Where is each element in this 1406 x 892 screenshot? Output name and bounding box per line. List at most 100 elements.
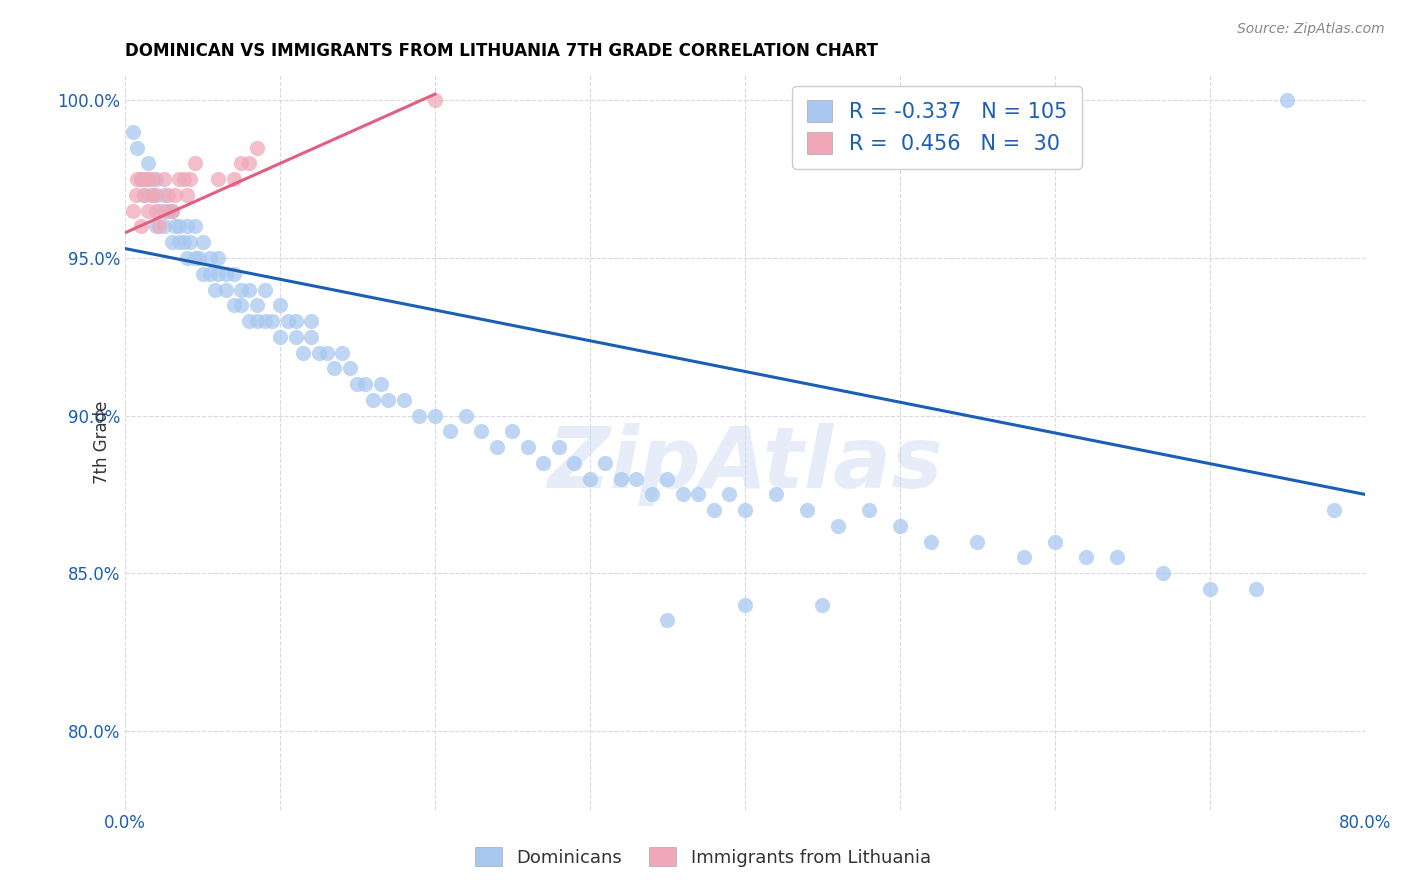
Point	[148, 219, 170, 234]
Point	[610, 472, 633, 486]
Point	[718, 487, 741, 501]
Point	[501, 425, 523, 439]
Point	[136, 203, 159, 218]
Point	[127, 172, 149, 186]
Point	[299, 330, 322, 344]
Point	[231, 298, 253, 312]
Point	[145, 219, 167, 234]
Point	[200, 267, 222, 281]
Point	[169, 172, 191, 186]
Point	[308, 345, 330, 359]
Point	[269, 330, 291, 344]
Point	[470, 425, 492, 439]
Point	[142, 172, 165, 186]
Point	[811, 598, 834, 612]
Point	[184, 251, 207, 265]
Point	[626, 472, 648, 486]
Point	[121, 203, 143, 218]
Point	[191, 267, 214, 281]
Point	[439, 425, 461, 439]
Point	[200, 251, 222, 265]
Point	[152, 188, 174, 202]
Point	[132, 188, 155, 202]
Point	[160, 203, 183, 218]
Point	[145, 172, 167, 186]
Point	[323, 361, 346, 376]
Point	[163, 188, 186, 202]
Point	[207, 251, 229, 265]
Point	[222, 267, 245, 281]
Point	[796, 503, 818, 517]
Point	[595, 456, 617, 470]
Point	[889, 519, 911, 533]
Point	[157, 188, 180, 202]
Point	[339, 361, 361, 376]
Point	[269, 298, 291, 312]
Point	[827, 519, 849, 533]
Point	[246, 141, 269, 155]
Point	[136, 172, 159, 186]
Point	[315, 345, 337, 359]
Point	[564, 456, 586, 470]
Point	[129, 219, 152, 234]
Point	[346, 377, 368, 392]
Point	[408, 409, 430, 423]
Point	[176, 219, 198, 234]
Point	[765, 487, 787, 501]
Text: Source: ZipAtlas.com: Source: ZipAtlas.com	[1237, 22, 1385, 37]
Point	[657, 614, 679, 628]
Point	[734, 503, 756, 517]
Point	[163, 219, 186, 234]
Point	[1277, 94, 1299, 108]
Point	[132, 188, 155, 202]
Point	[277, 314, 299, 328]
Point	[253, 283, 276, 297]
Point	[703, 503, 725, 517]
Point	[370, 377, 392, 392]
Point	[222, 172, 245, 186]
Point	[204, 283, 226, 297]
Point	[1074, 550, 1097, 565]
Point	[141, 188, 163, 202]
Point	[533, 456, 555, 470]
Point	[672, 487, 695, 501]
Point	[579, 472, 602, 486]
Point	[1152, 566, 1174, 581]
Point	[188, 251, 211, 265]
Point	[152, 219, 174, 234]
Point	[734, 598, 756, 612]
Point	[299, 314, 322, 328]
Point	[392, 392, 415, 407]
Point	[145, 203, 167, 218]
Point	[231, 156, 253, 170]
Point	[361, 392, 384, 407]
Point	[238, 156, 260, 170]
Point	[179, 172, 201, 186]
Point	[160, 235, 183, 250]
Legend: R = -0.337   N = 105, R =  0.456   N =  30: R = -0.337 N = 105, R = 0.456 N = 30	[793, 86, 1081, 169]
Point	[173, 172, 195, 186]
Point	[207, 172, 229, 186]
Point	[284, 314, 307, 328]
Point	[548, 440, 571, 454]
Point	[152, 172, 174, 186]
Point	[485, 440, 508, 454]
Point	[215, 267, 238, 281]
Point	[262, 314, 284, 328]
Point	[125, 188, 148, 202]
Point	[1043, 534, 1066, 549]
Point	[641, 487, 664, 501]
Point	[253, 314, 276, 328]
Point	[1105, 550, 1128, 565]
Point	[231, 283, 253, 297]
Point	[184, 156, 207, 170]
Point	[184, 219, 207, 234]
Point	[858, 503, 880, 517]
Text: DOMINICAN VS IMMIGRANTS FROM LITHUANIA 7TH GRADE CORRELATION CHART: DOMINICAN VS IMMIGRANTS FROM LITHUANIA 7…	[125, 42, 877, 60]
Text: ZipAtlas: ZipAtlas	[547, 423, 942, 506]
Point	[222, 298, 245, 312]
Point	[129, 172, 152, 186]
Point	[1323, 503, 1346, 517]
Point	[176, 188, 198, 202]
Point	[121, 125, 143, 139]
